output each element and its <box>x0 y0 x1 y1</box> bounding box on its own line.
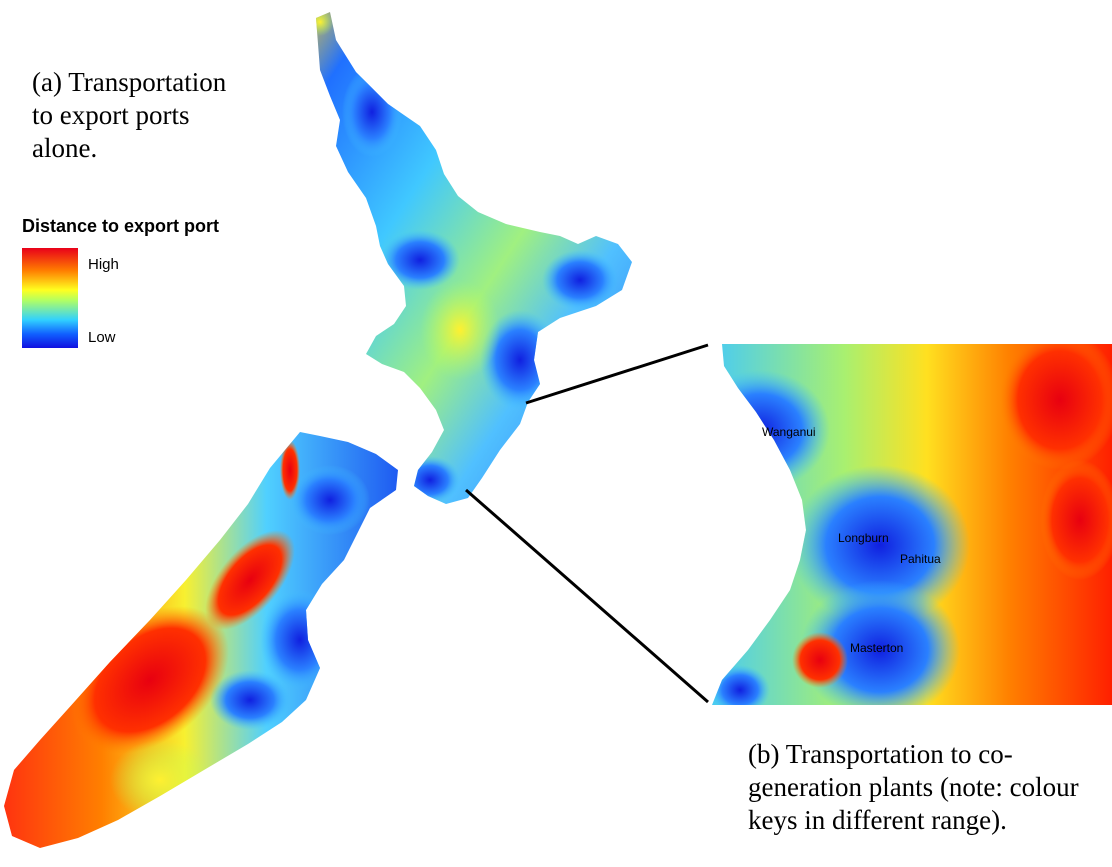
legend-high-label: High <box>88 256 119 273</box>
caption-a: (a) Transportation to export ports alone… <box>32 67 227 163</box>
inset-map <box>712 344 1112 705</box>
legend-title: Distance to export port <box>22 216 220 236</box>
place-label-longburn: Longburn <box>838 531 889 545</box>
legend-low-label: Low <box>88 329 116 346</box>
south-island <box>4 432 398 848</box>
place-label-wanganui: Wanganui <box>762 425 816 439</box>
connector-line-bottom <box>465 488 709 704</box>
north-island <box>316 12 632 504</box>
legend-color-ramp <box>22 248 78 348</box>
place-label-pahitua: Pahitua <box>900 552 941 566</box>
caption-b: (b) Transportation to co- generation pla… <box>748 739 1079 835</box>
connector-line-top <box>525 343 709 405</box>
place-label-masterton: Masterton <box>850 641 903 655</box>
